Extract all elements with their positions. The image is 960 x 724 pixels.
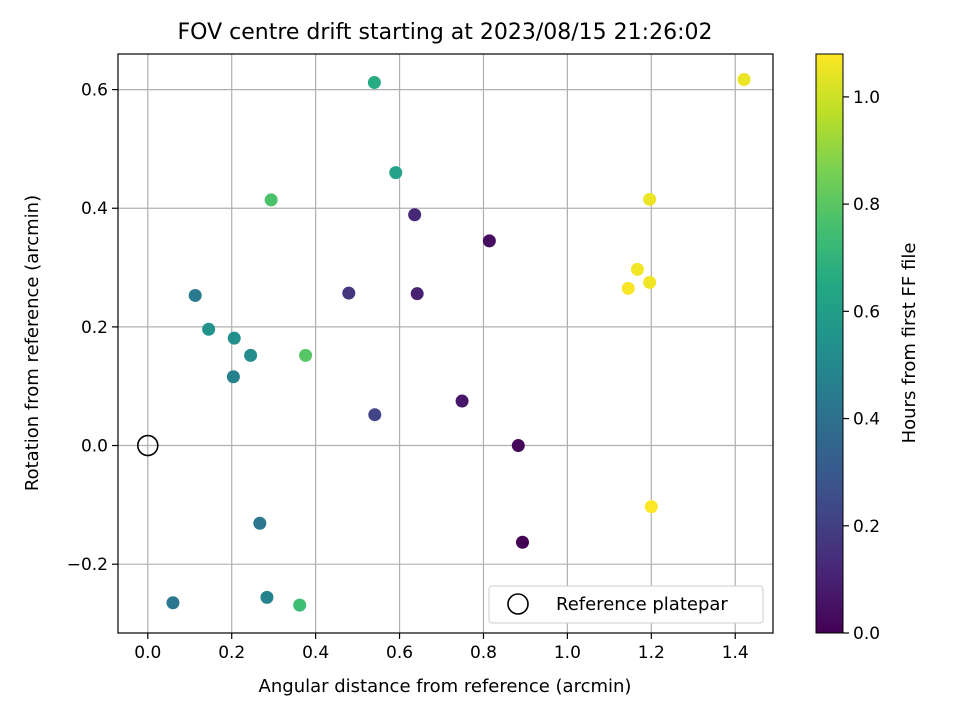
scatter-point bbox=[644, 500, 658, 514]
x-tick-label: 0.2 bbox=[218, 643, 245, 663]
scatter-point bbox=[621, 281, 635, 295]
scatter-point bbox=[342, 286, 356, 300]
y-tick-label: 0.0 bbox=[81, 437, 108, 457]
scatter-point bbox=[410, 287, 424, 301]
colorbar-tick-label: 0.0 bbox=[853, 624, 880, 644]
scatter-point bbox=[166, 596, 180, 610]
colorbar: 0.0 0.2 0.4 0.6 0.8 1.0 Hours from first FF f… bbox=[815, 53, 920, 644]
y-tick-label: 0.2 bbox=[81, 318, 108, 338]
scatter-point bbox=[260, 590, 274, 604]
scatter-point bbox=[227, 331, 241, 345]
scatter-point bbox=[737, 73, 751, 87]
x-axis-ticks: 0.0 0.2 0.4 0.6 0.8 1.0 1.2 1.4 bbox=[134, 633, 749, 663]
scatter-point bbox=[389, 166, 403, 180]
plot-area-frame bbox=[117, 53, 774, 634]
scatter-point bbox=[264, 193, 278, 207]
y-tick-label: 0.6 bbox=[81, 81, 108, 101]
scatter-point bbox=[299, 348, 313, 362]
x-axis-label: Angular distance from reference (arcmin) bbox=[259, 676, 632, 697]
reference-marker-layer bbox=[136, 434, 159, 457]
x-tick-label: 0.4 bbox=[302, 643, 329, 663]
x-tick-label: 0.6 bbox=[386, 643, 413, 663]
scatter-point bbox=[244, 348, 258, 362]
scatter-point bbox=[367, 75, 381, 89]
y-tick-label: −0.2 bbox=[67, 555, 108, 575]
reference-platepar-marker bbox=[136, 434, 159, 457]
x-tick-label: 1.4 bbox=[722, 643, 749, 663]
legend: Reference platepar bbox=[488, 585, 764, 624]
colorbar-tick-label: 0.6 bbox=[853, 302, 880, 322]
x-tick-label: 1.2 bbox=[638, 643, 665, 663]
x-tick-label: 1.0 bbox=[554, 643, 581, 663]
scatter-point bbox=[515, 535, 529, 549]
y-tick-label: 0.4 bbox=[81, 199, 108, 219]
y-axis-ticks: −0.2 0.0 0.2 0.4 0.6 bbox=[67, 81, 118, 575]
scatter-point bbox=[253, 516, 267, 530]
scatter-point bbox=[293, 598, 307, 612]
colorbar-tick-label: 1.0 bbox=[853, 88, 880, 108]
legend-label-reference-platepar: Reference platepar bbox=[556, 594, 728, 615]
x-tick-label: 0.0 bbox=[134, 643, 161, 663]
data-points bbox=[166, 73, 751, 612]
scatter-point bbox=[226, 370, 240, 384]
legend-box bbox=[488, 585, 764, 624]
colorbar-tick-label: 0.2 bbox=[853, 517, 880, 537]
colorbar-label: Hours from first FF file bbox=[899, 243, 920, 444]
x-tick-label: 0.8 bbox=[470, 643, 497, 663]
colorbar-ticks: 0.0 0.2 0.4 0.6 0.8 1.0 bbox=[843, 88, 880, 644]
chart-title: FOV centre drift starting at 2023/08/15 … bbox=[178, 20, 713, 45]
scatter-point bbox=[408, 208, 422, 222]
colorbar-tick-label: 0.4 bbox=[853, 410, 880, 430]
scatter-point bbox=[511, 439, 525, 453]
scatter-point bbox=[368, 408, 382, 422]
y-axis-label: Rotation from reference (arcmin) bbox=[22, 195, 43, 491]
colorbar-tick-label: 0.8 bbox=[853, 195, 880, 215]
scatter-point bbox=[482, 234, 496, 248]
scatter-point bbox=[202, 322, 216, 336]
scatter-point bbox=[455, 394, 469, 408]
legend-reference-marker bbox=[507, 593, 529, 615]
scatter-point bbox=[188, 288, 202, 302]
scatter-point bbox=[643, 275, 657, 289]
scatter-point bbox=[630, 262, 644, 276]
grid-lines bbox=[118, 54, 773, 633]
scatter-point bbox=[643, 192, 657, 206]
colorbar-gradient bbox=[815, 53, 844, 634]
